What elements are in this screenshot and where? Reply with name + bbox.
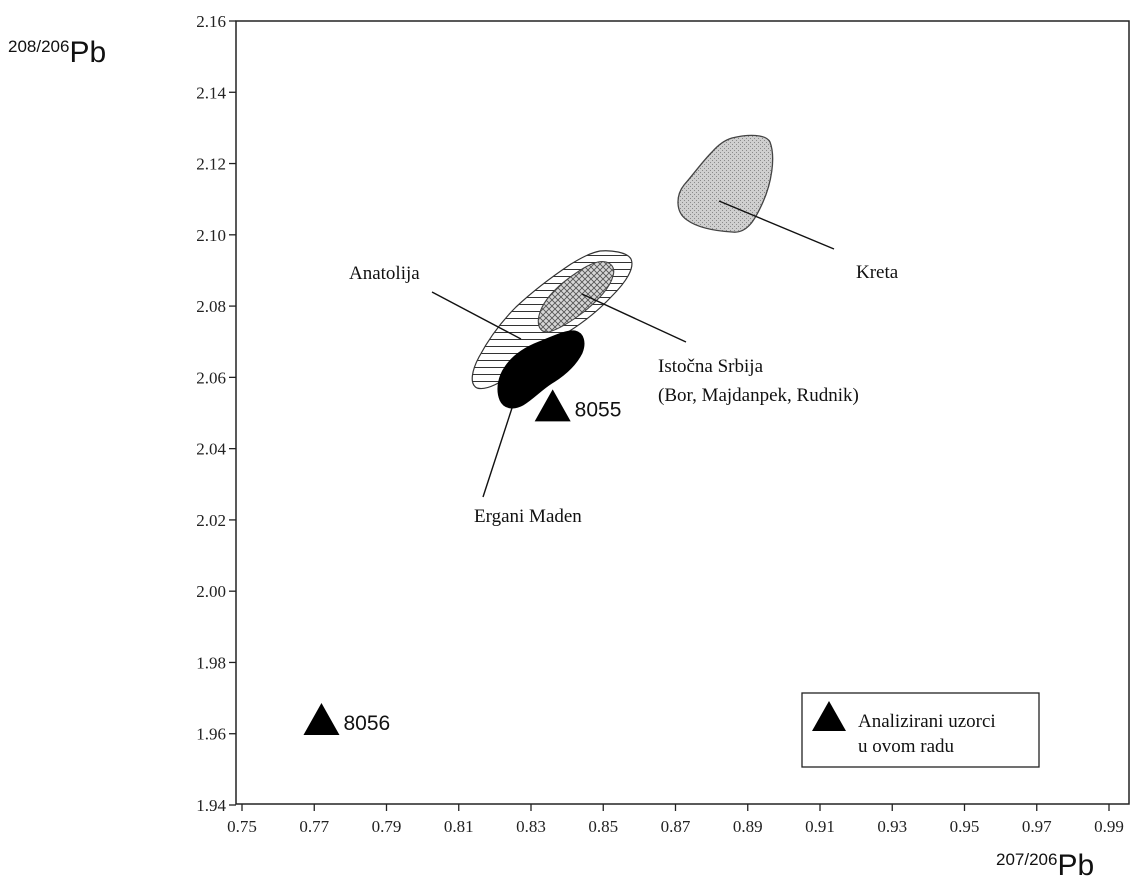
y-axis-title-main: Pb bbox=[69, 36, 106, 69]
y-axis-title-sup: 208/206 bbox=[8, 37, 69, 56]
sample-label-8056: 8056 bbox=[343, 712, 390, 735]
y-tick-label: 2.08 bbox=[196, 297, 226, 316]
y-tick-label: 2.04 bbox=[196, 440, 226, 459]
label-ergani-maden: Ergani Maden bbox=[474, 506, 582, 527]
ticks-layer: 0.75 0.77 0.79 0.81 0.83 0.85 0.87 0.89 0.91 0.93… bbox=[196, 12, 1124, 836]
callout-lines bbox=[431, 200, 835, 498]
x-tick-label: 0.83 bbox=[516, 817, 546, 836]
x-tick-label: 0.81 bbox=[444, 817, 474, 836]
legend-line-1: Analizirani uzorci bbox=[858, 711, 996, 732]
sample-point-8056 bbox=[303, 703, 340, 736]
label-kreta: Kreta bbox=[856, 262, 899, 283]
callout-kreta bbox=[718, 200, 835, 250]
x-axis-title-main: Pb bbox=[1057, 849, 1094, 882]
sample-label-8055: 8055 bbox=[575, 398, 622, 421]
y-tick-label: 2.02 bbox=[196, 511, 226, 530]
label-istocna-srbija-sub: (Bor, Majdanpek, Rudnik) bbox=[658, 385, 859, 406]
y-tick-label: 1.94 bbox=[196, 796, 226, 815]
plot-frame bbox=[235, 20, 1130, 805]
y-tick-label: 2.12 bbox=[196, 155, 226, 174]
field-ergani-maden bbox=[497, 330, 585, 409]
x-tick-label: 0.75 bbox=[227, 817, 257, 836]
callout-istocna-srbija bbox=[581, 293, 687, 343]
x-tick-label: 0.79 bbox=[372, 817, 402, 836]
label-istocna-srbija: Istočna Srbija bbox=[658, 356, 764, 377]
x-tick-label: 0.97 bbox=[1022, 817, 1052, 836]
y-tick-label: 2.00 bbox=[196, 582, 226, 601]
y-tick-label: 1.98 bbox=[196, 653, 226, 672]
x-tick-label: 0.91 bbox=[805, 817, 835, 836]
x-tick-label: 0.77 bbox=[299, 817, 329, 836]
field-istocna-srbija bbox=[537, 261, 615, 333]
callout-anatolija bbox=[431, 291, 522, 340]
legend-line-2: u ovom radu bbox=[858, 736, 955, 757]
x-axis-title-sup: 207/206 bbox=[996, 850, 1057, 869]
x-tick-label: 0.93 bbox=[877, 817, 907, 836]
y-tick-label: 1.96 bbox=[196, 725, 226, 744]
y-tick-label: 2.16 bbox=[196, 12, 226, 31]
x-tick-label: 0.89 bbox=[733, 817, 763, 836]
field-kreta bbox=[677, 134, 774, 233]
y-tick-label: 2.14 bbox=[196, 83, 226, 102]
x-tick-label: 0.85 bbox=[588, 817, 618, 836]
legend: Analizirani uzorci u ovom radu bbox=[801, 692, 1040, 768]
label-anatolija: Anatolija bbox=[349, 263, 420, 284]
x-axis-title: 207/206Pb bbox=[996, 849, 1094, 882]
callout-ergani-maden bbox=[482, 407, 513, 498]
y-tick-label: 2.06 bbox=[196, 368, 226, 387]
y-axis-title: 208/206Pb bbox=[8, 36, 106, 69]
x-tick-label: 0.95 bbox=[950, 817, 980, 836]
x-tick-label: 0.87 bbox=[661, 817, 691, 836]
sample-point-8055 bbox=[534, 389, 571, 422]
points-layer: 8055 8056 bbox=[303, 389, 622, 736]
x-tick-label: 0.99 bbox=[1094, 817, 1124, 836]
legend-triangle-icon bbox=[812, 701, 846, 731]
y-tick-label: 2.10 bbox=[196, 226, 226, 245]
